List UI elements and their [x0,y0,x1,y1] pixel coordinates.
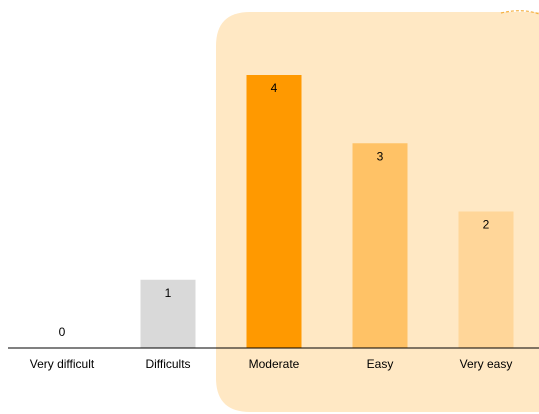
tick-label-easy: Easy [367,357,394,371]
bar-very-easy [458,211,514,348]
tick-label-moderate: Moderate [249,357,300,371]
data-label-very-difficult: 0 [59,325,66,339]
bars-group [140,75,514,348]
tick-label-very-easy: Very easy [460,357,513,371]
labels-group: 0 Very difficult 1 Difficults 4 Moderate 3 Easy… [30,81,513,371]
data-label-difficults: 1 [165,286,172,300]
bar-difficults [140,279,196,348]
data-label-easy: 3 [377,149,384,163]
tick-label-very-difficult: Very difficult [30,357,95,371]
data-label-very-easy: 2 [483,218,490,232]
tick-label-difficults: Difficults [145,357,190,371]
data-label-moderate: 4 [271,81,278,95]
highlight-corner-dash [500,10,539,15]
bar-easy [352,143,408,348]
bar-moderate [246,75,302,348]
